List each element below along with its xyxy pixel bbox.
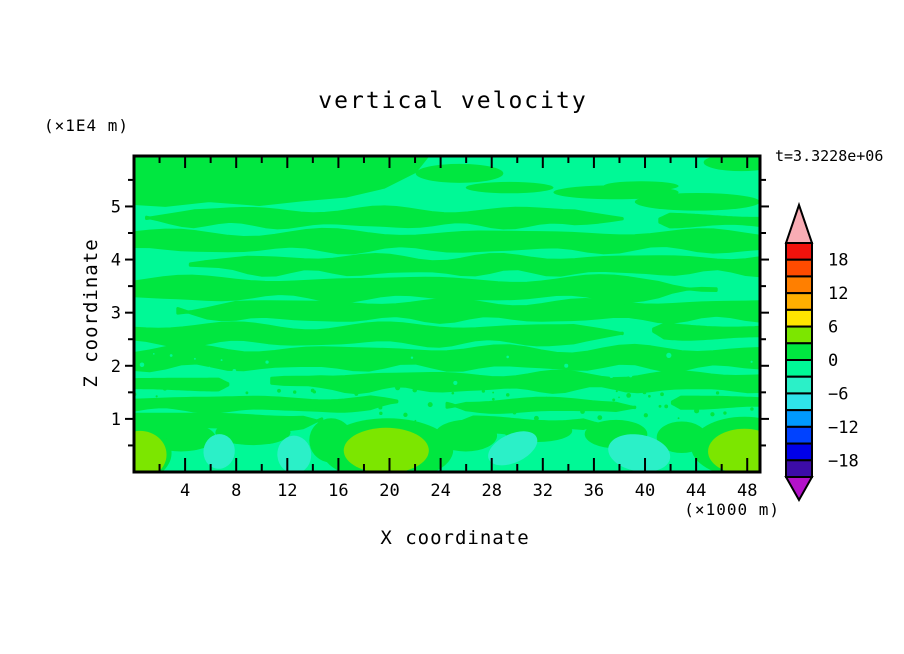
colorbar-under-arrow	[784, 476, 814, 503]
x-axis-unit-label: (×1000 m)	[684, 500, 780, 519]
time-annotation: t=3.3228e+06	[775, 147, 884, 165]
colorbar: 18 12 6 0 −6 −12 −18	[784, 201, 859, 503]
colorbar-box	[785, 442, 813, 462]
svg-text:3: 3	[111, 304, 121, 324]
svg-text:12: 12	[277, 481, 297, 501]
axis-ticks	[125, 156, 769, 472]
colorbar-box	[785, 308, 813, 328]
colorbar-box	[785, 242, 813, 261]
svg-text:48: 48	[737, 481, 757, 501]
colorbar-over-arrow	[784, 201, 814, 244]
colorbar-box	[785, 459, 813, 478]
svg-text:12: 12	[828, 284, 848, 304]
colorbar-box	[785, 342, 813, 362]
svg-text:4: 4	[111, 251, 121, 271]
plot-frame	[132, 154, 762, 474]
colorbar-box	[785, 409, 813, 428]
svg-text:1: 1	[111, 410, 121, 430]
svg-text:36: 36	[584, 481, 604, 501]
svg-text:16: 16	[328, 481, 348, 501]
contour-field	[134, 156, 760, 472]
svg-text:2: 2	[111, 357, 121, 377]
svg-text:40: 40	[635, 481, 655, 501]
colorbar-box	[785, 359, 813, 378]
svg-text:28: 28	[481, 481, 501, 501]
svg-text:20: 20	[379, 481, 399, 501]
svg-text:24: 24	[430, 481, 450, 501]
colorbar-box	[785, 258, 813, 278]
colorbar-box	[785, 375, 813, 395]
svg-text:18: 18	[828, 251, 848, 271]
svg-text:44: 44	[686, 481, 706, 501]
colorbar-box	[785, 325, 813, 345]
svg-text:4: 4	[180, 481, 190, 501]
colorbar-box	[785, 425, 813, 445]
svg-text:6: 6	[828, 318, 838, 338]
colorbar-tick-labels: 18 12 6 0 −6 −12 −18	[828, 251, 859, 472]
chart-title: vertical velocity	[318, 88, 588, 114]
svg-text:0: 0	[828, 351, 838, 371]
svg-text:−18: −18	[828, 451, 859, 471]
y-axis-unit-label: (×1E4 m)	[44, 116, 130, 135]
svg-text:32: 32	[533, 481, 553, 501]
svg-text:−12: −12	[828, 418, 859, 438]
colorbar-box	[785, 292, 813, 311]
colorbar-box	[785, 275, 813, 295]
y-axis-title: Z coordinate	[80, 238, 102, 388]
svg-text:5: 5	[111, 197, 121, 217]
svg-text:−6: −6	[828, 384, 848, 404]
x-axis-title: X coordinate	[380, 527, 530, 549]
colorbar-box	[785, 392, 813, 412]
svg-text:8: 8	[231, 481, 241, 501]
